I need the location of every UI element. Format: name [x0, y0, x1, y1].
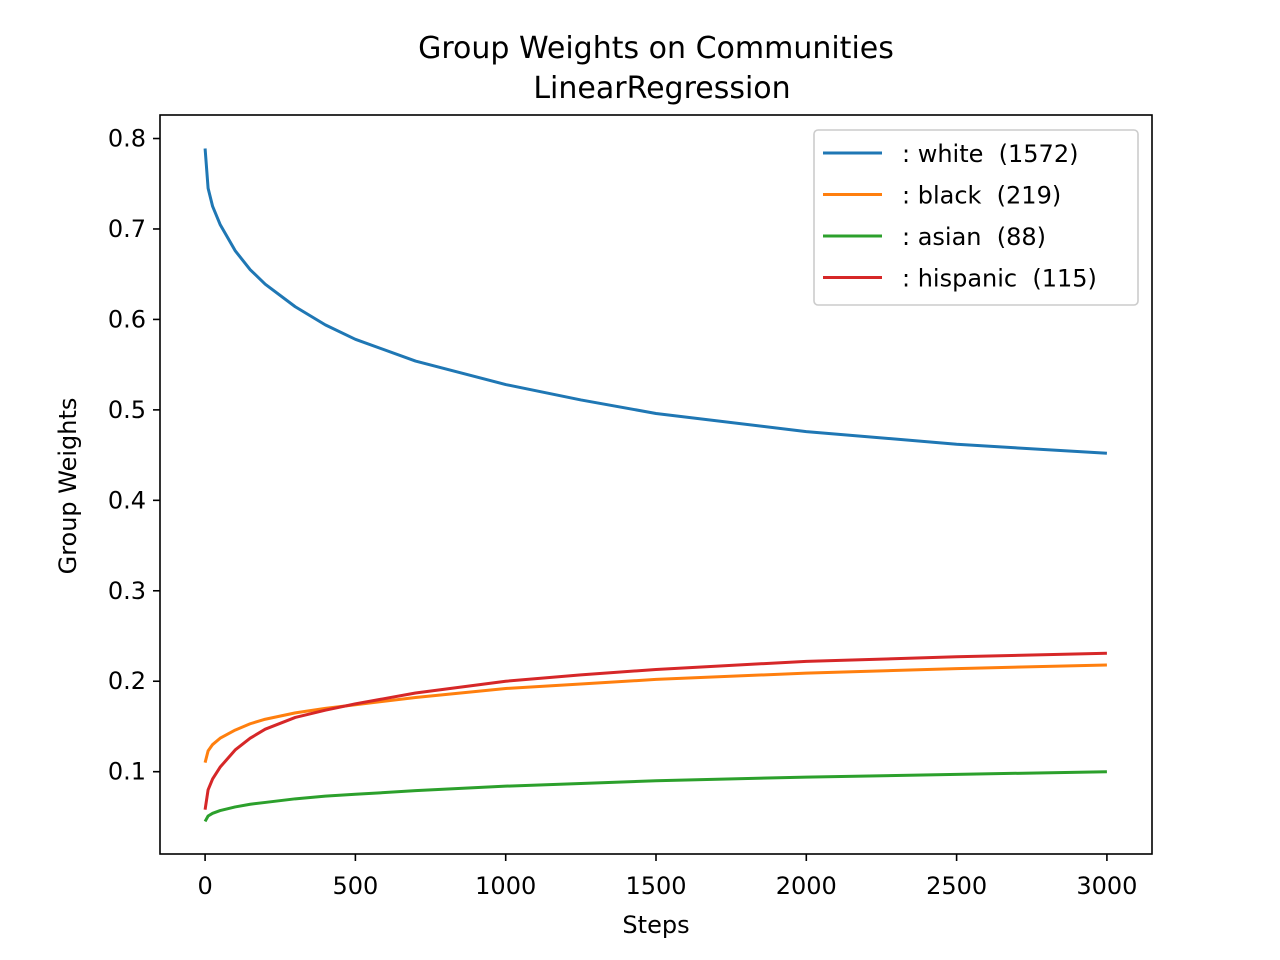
- x-tick-label: 2000: [776, 872, 837, 900]
- x-tick-label: 3000: [1076, 872, 1137, 900]
- series-layer: [203, 148, 1108, 823]
- chart-title: Group Weights on Communities: [418, 31, 894, 66]
- y-tick-label: 0.7: [108, 215, 146, 243]
- x-tick-label: 2500: [926, 872, 987, 900]
- series-line-4: [203, 651, 1107, 810]
- y-axis-label: Group Weights: [54, 398, 82, 575]
- y-tick-label: 0.1: [108, 758, 146, 786]
- x-tick-label: 0: [197, 872, 212, 900]
- x-axis-label: Steps: [622, 911, 689, 939]
- chart-subtitle: LinearRegression: [533, 71, 790, 106]
- x-tick-label: 1500: [625, 872, 686, 900]
- series-line-1: [203, 148, 1108, 455]
- y-tick-label: 0.6: [108, 305, 146, 333]
- legend-label-1: : white (1572): [902, 140, 1078, 168]
- legend-box: [813, 129, 1139, 306]
- x-tick-label: 500: [332, 872, 378, 900]
- legend-label-3: : asian (88): [902, 223, 1046, 251]
- y-tick-label: 0.2: [108, 667, 146, 695]
- legend: : white (1572) : black (219) : asian (88):…: [813, 129, 1139, 306]
- y-tick-label: 0.8: [108, 125, 146, 153]
- legend-label-2: : black (219): [902, 182, 1061, 210]
- series-line-3: [203, 770, 1107, 823]
- legend-label-4: : hispanic (115): [902, 265, 1097, 293]
- y-tick-label: 0.3: [108, 577, 146, 605]
- series-line-2: [203, 663, 1107, 764]
- axes-layer: 0 500 1000 1500 2000 2500 3000 0.1 0.2 0.3 0.4 0.5 0…: [108, 114, 1153, 900]
- y-tick-label: 0.4: [108, 486, 146, 514]
- x-tick-label: 1000: [475, 872, 536, 900]
- y-tick-label: 0.5: [108, 396, 146, 424]
